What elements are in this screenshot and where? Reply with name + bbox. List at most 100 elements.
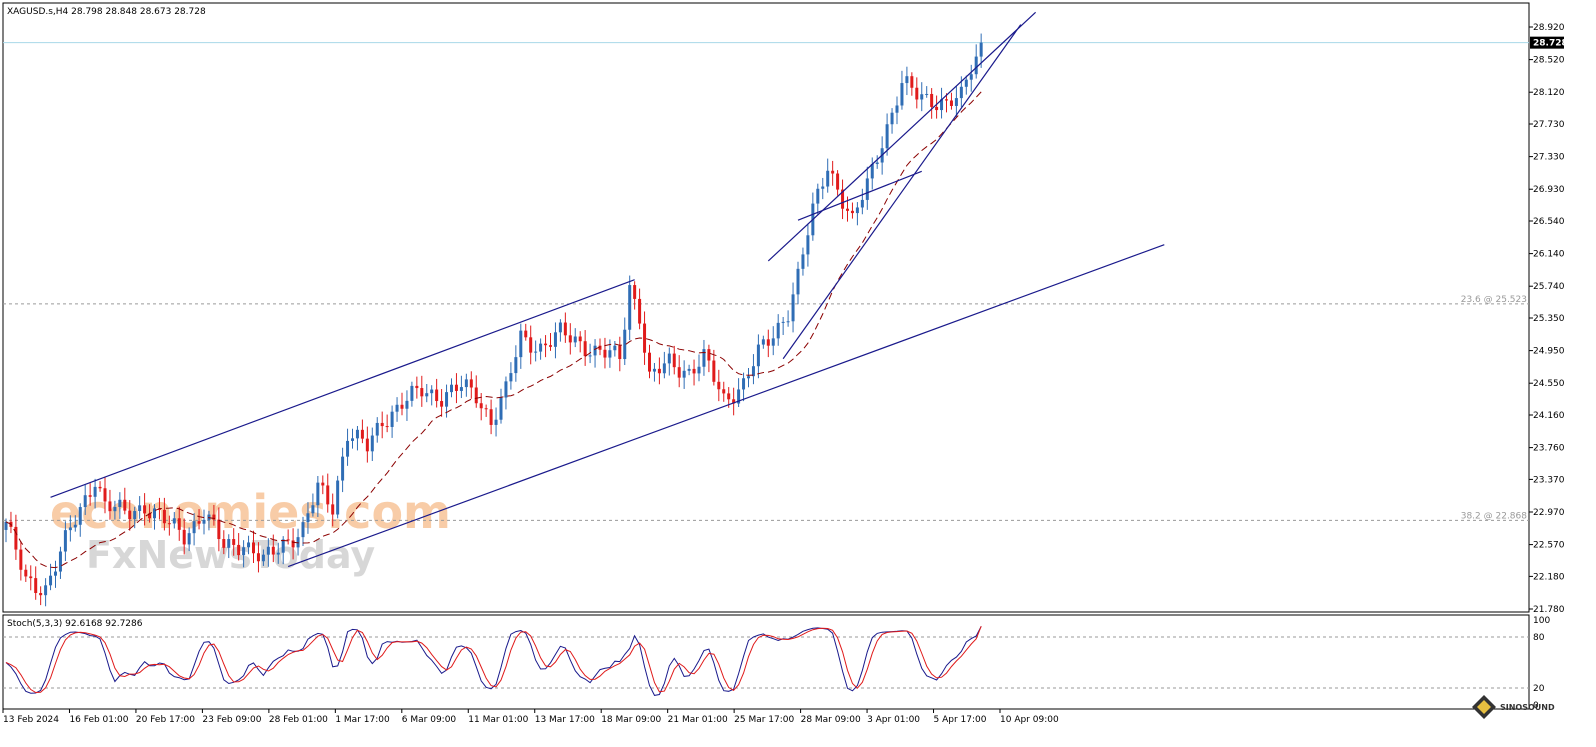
stoch-axis-label: 20 [1533, 684, 1545, 694]
time-tick-label: 23 Feb 09:00 [202, 715, 261, 725]
bullish-candle [113, 507, 117, 512]
bearish-candle [385, 426, 389, 428]
candlesticks [4, 33, 983, 607]
bullish-candle [613, 345, 617, 351]
bullish-candle [687, 368, 691, 371]
time-tick-label: 10 Apr 09:00 [1000, 715, 1059, 725]
bearish-candle [633, 285, 637, 299]
bearish-candle [34, 578, 38, 594]
bullish-candle [281, 539, 285, 553]
fibonacci-levels: 23.6 @ 25.523 38.2 @ 22.868 [3, 295, 1529, 521]
bearish-candle [657, 368, 661, 374]
bullish-candle [925, 93, 929, 95]
bullish-candle [519, 330, 523, 358]
bullish-candle [450, 384, 453, 393]
time-tick-label: 25 Mar 17:00 [734, 715, 794, 725]
bearish-candle [469, 379, 473, 388]
price-tick-label: 28.120 [1533, 88, 1565, 98]
bullish-candle [93, 486, 97, 497]
bullish-candle [514, 357, 518, 374]
bullish-candle [49, 575, 53, 586]
bearish-candle [415, 385, 419, 389]
bullish-candle [890, 112, 894, 125]
bearish-candle [563, 322, 567, 336]
bearish-candle [846, 208, 849, 211]
bearish-candle [915, 87, 919, 100]
bearish-candle [440, 401, 444, 407]
bearish-candle [128, 510, 132, 520]
bullish-candle [979, 42, 983, 57]
indicator-frame [2, 614, 1530, 710]
bearish-candle [578, 336, 582, 342]
bullish-candle [242, 547, 246, 556]
bullish-candle [826, 170, 830, 187]
bearish-candle [930, 93, 934, 107]
bullish-candle [261, 554, 265, 562]
time-tick-label: 20 Feb 17:00 [136, 715, 195, 725]
fib-level-label: 38.2 @ 22.868 [1461, 511, 1528, 521]
bullish-candle [118, 499, 122, 508]
price-tick-label: 27.330 [1533, 153, 1565, 163]
bullish-candle [781, 321, 785, 323]
time-tick-label: 28 Feb 01:00 [269, 715, 328, 725]
bullish-candle [301, 522, 305, 538]
price-tick-label: 22.570 [1533, 541, 1565, 551]
bearish-candle [167, 523, 171, 525]
bullish-candle [969, 74, 973, 80]
bearish-candle [544, 343, 548, 346]
price-tick-label: 23.370 [1533, 475, 1565, 485]
time-axis: 13 Feb 2024 16 Feb 01:00 20 Feb 17:00 23 Fe… [2, 709, 1059, 725]
bearish-candle [420, 388, 424, 397]
sinosound-badge: SINOSOUND [1472, 695, 1555, 719]
bearish-candle [123, 499, 127, 511]
bearish-candle [88, 495, 92, 497]
bullish-candle [539, 343, 543, 352]
bearish-candle [232, 539, 236, 545]
bearish-candle [435, 389, 439, 402]
bullish-candle [266, 546, 270, 555]
bearish-candle [583, 341, 587, 357]
bullish-candle [954, 98, 958, 106]
trendline [287, 244, 1165, 568]
bearish-candle [643, 323, 647, 353]
bullish-candle [623, 329, 627, 360]
bullish-candle [652, 368, 656, 372]
bearish-candle [291, 540, 295, 548]
bearish-candle [910, 76, 914, 88]
bullish-candle [821, 186, 825, 189]
bullish-candle [44, 585, 48, 596]
bullish-candle [276, 552, 280, 555]
bullish-candle [296, 537, 300, 548]
price-tick-label: 25.740 [1533, 282, 1565, 292]
bullish-candle [771, 338, 775, 346]
bearish-candle [618, 345, 622, 360]
price-tick-label: 24.950 [1533, 347, 1565, 357]
price-tick-label: 24.550 [1533, 379, 1565, 389]
bearish-candle [672, 353, 676, 368]
bullish-candle [742, 378, 746, 390]
price-tick-label: 25.350 [1533, 314, 1565, 324]
bullish-candle [697, 366, 701, 374]
bearish-candle [197, 521, 201, 524]
bearish-candle [360, 429, 364, 439]
bearish-candle [212, 514, 216, 520]
bearish-candle [692, 368, 696, 374]
fib-level-label: 23.6 @ 25.523 [1461, 295, 1527, 305]
bullish-candle [786, 321, 790, 323]
bullish-candle [336, 480, 340, 515]
bearish-candle [945, 99, 948, 101]
bullish-candle [628, 285, 632, 330]
price-tick-label: 26.540 [1533, 217, 1565, 227]
bullish-candle [227, 539, 231, 548]
bullish-candle [63, 530, 67, 552]
bullish-candle [499, 397, 503, 420]
bullish-candle [202, 519, 206, 524]
bearish-candle [836, 173, 840, 190]
time-tick-label: 3 Apr 01:00 [867, 715, 920, 725]
bearish-candle [707, 349, 711, 361]
bullish-candle [667, 353, 671, 364]
bullish-candle [187, 533, 191, 545]
bullish-candle [870, 164, 874, 179]
bearish-candle [712, 360, 716, 382]
